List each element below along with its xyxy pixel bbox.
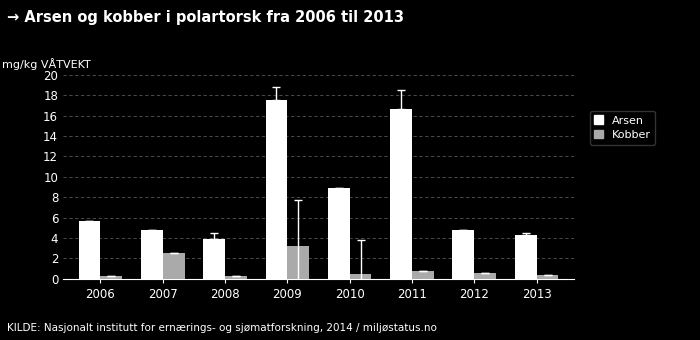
Bar xyxy=(452,230,475,279)
Bar xyxy=(537,275,559,279)
Text: → Arsen og kobber i polartorsk fra 2006 til 2013: → Arsen og kobber i polartorsk fra 2006 … xyxy=(7,10,404,25)
Bar xyxy=(390,109,412,279)
Text: mg/kg VÅTVEKT: mg/kg VÅTVEKT xyxy=(1,58,90,70)
Bar xyxy=(328,188,350,279)
Bar xyxy=(78,221,100,279)
Bar xyxy=(100,276,122,279)
Bar xyxy=(141,230,162,279)
Legend: Arsen, Kobber: Arsen, Kobber xyxy=(590,111,655,144)
Bar xyxy=(203,239,225,279)
Bar xyxy=(162,253,185,279)
Text: KILDE: Nasjonalt institutt for ernærings- og sjømatforskning, 2014 / miljøstatus: KILDE: Nasjonalt institutt for ernærings… xyxy=(7,323,437,333)
Bar xyxy=(412,271,434,279)
Bar xyxy=(265,100,287,279)
Bar xyxy=(475,273,496,279)
Bar xyxy=(287,246,309,279)
Bar xyxy=(350,274,372,279)
Bar xyxy=(514,235,537,279)
Bar xyxy=(225,276,247,279)
